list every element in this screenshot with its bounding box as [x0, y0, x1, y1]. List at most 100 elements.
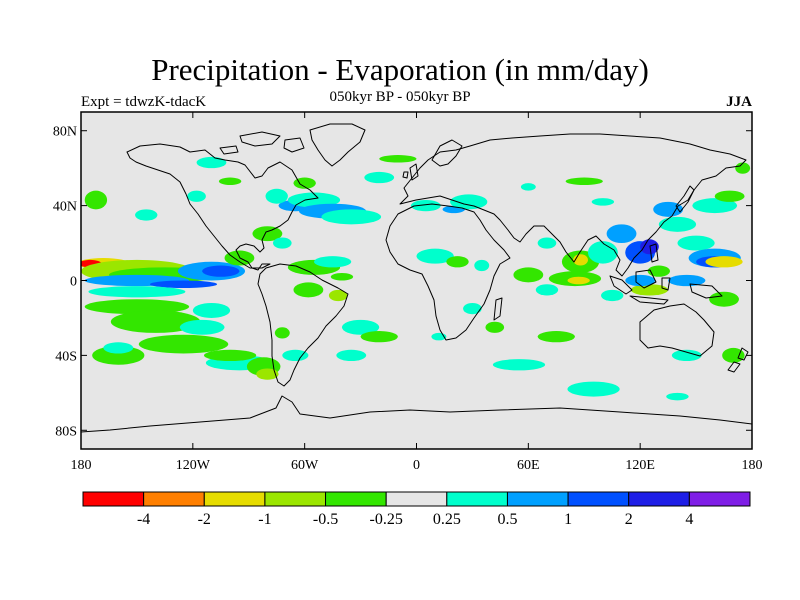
coastline-north-america — [126, 143, 319, 271]
field-blob — [293, 282, 324, 298]
field-blob — [450, 194, 488, 210]
field-blob — [330, 273, 354, 281]
field-blob — [535, 284, 559, 296]
field-blob — [360, 331, 398, 343]
x-tick-label: 60E — [517, 458, 540, 473]
coastline-australia — [639, 303, 715, 357]
field-blob — [293, 177, 316, 189]
field-blob — [474, 259, 490, 272]
field-blob — [567, 381, 620, 397]
colorbar-label: -0.25 — [370, 511, 403, 528]
colorbar-swatch — [567, 491, 630, 507]
field-blob — [328, 289, 348, 302]
field-blob — [671, 349, 702, 362]
coastline-greenland — [309, 123, 366, 167]
field-blob — [668, 274, 706, 287]
field-blob — [653, 201, 684, 217]
map-frame — [80, 111, 753, 450]
colorbar: -4 -2 -1 -0.5 -0.25 0.25 0.5 1 2 4 — [82, 491, 751, 528]
colorbar-swatch — [628, 491, 690, 507]
field-blob — [714, 190, 745, 202]
field-blob — [84, 299, 190, 315]
field-blob — [591, 198, 615, 206]
field-blob — [513, 267, 544, 283]
colorbar-swatch — [325, 491, 387, 507]
field-blob — [187, 190, 206, 202]
field-blob — [103, 342, 134, 354]
coastline-british-isles — [402, 163, 419, 181]
y-tick-label: 80N — [53, 125, 77, 140]
field-blob — [287, 192, 341, 208]
season-label: JJA — [726, 94, 752, 110]
x-tick-label: 180 — [71, 458, 92, 473]
colorbar-label: 0.5 — [497, 511, 517, 528]
field-layer — [81, 155, 751, 401]
colorbar-swatch — [446, 491, 508, 507]
y-tick-label: 40N — [53, 200, 77, 215]
field-blob — [364, 171, 395, 184]
coastline-eurasia — [399, 133, 747, 277]
field-blob — [88, 286, 186, 298]
x-tick-label: 60W — [291, 458, 319, 473]
field-blob — [416, 248, 454, 264]
field-blob — [565, 177, 603, 186]
coastline-japan — [675, 185, 695, 213]
field-blob — [135, 209, 158, 221]
coastline-maritime-continent — [609, 243, 723, 305]
x-tick-label: 120W — [176, 458, 211, 473]
field-blob — [537, 237, 557, 249]
y-tick-label: 80S — [55, 424, 77, 439]
page-subtitle: 050kyr BP - 050kyr BP — [329, 89, 471, 105]
coastline-south-america — [257, 263, 349, 387]
coastline-madagascar — [493, 297, 503, 321]
map-area — [80, 111, 753, 450]
field-blob — [537, 331, 575, 343]
coastline-new-zealand — [727, 347, 749, 373]
field-blob — [677, 235, 715, 251]
field-blob — [218, 177, 242, 186]
field-blob — [463, 302, 482, 315]
field-blob — [709, 291, 739, 307]
coastline-scandinavia — [431, 139, 463, 167]
field-blob — [485, 321, 505, 333]
colorbar-label: -2 — [198, 511, 211, 528]
axis-labels: 180 120W 60W 0 60E 120E 180 80N 40N 0 40S 80S — [53, 125, 763, 473]
colorbar-label: 2 — [625, 511, 633, 528]
colorbar-swatch — [385, 491, 448, 507]
field-blob — [336, 349, 367, 362]
field-blob — [625, 274, 656, 287]
field-blob — [630, 284, 669, 296]
field-blob — [520, 183, 536, 191]
field-blob — [274, 327, 290, 339]
field-blob — [252, 226, 283, 242]
field-blob — [202, 265, 240, 277]
field-blob — [341, 319, 380, 335]
field-blob — [192, 302, 231, 318]
colorbar-swatch — [264, 491, 327, 507]
field-blob — [492, 359, 546, 371]
field-blob — [224, 250, 255, 266]
field-blob — [321, 209, 382, 225]
field-blob — [606, 224, 637, 244]
coastline-africa — [385, 203, 511, 341]
field-blob — [179, 319, 225, 335]
field-blob — [204, 349, 257, 362]
colorbar-label: -1 — [258, 511, 271, 528]
colorbar-label: -0.5 — [313, 511, 338, 528]
field-blob — [666, 392, 689, 401]
field-blob — [640, 239, 659, 255]
field-blob — [410, 199, 441, 212]
page-title: Precipitation - Evaporation (in mm/day) — [151, 52, 649, 87]
colorbar-label: 0.25 — [433, 511, 461, 528]
field-blob — [567, 276, 590, 285]
colorbar-label: 4 — [685, 511, 693, 528]
x-tick-label: 180 — [742, 458, 763, 473]
field-blob — [84, 190, 108, 210]
field-blob — [587, 241, 618, 264]
field-blob — [149, 280, 218, 288]
field-blob — [601, 289, 624, 302]
field-blob — [272, 237, 292, 249]
axis-ticks — [80, 112, 753, 449]
field-blob — [256, 368, 279, 380]
